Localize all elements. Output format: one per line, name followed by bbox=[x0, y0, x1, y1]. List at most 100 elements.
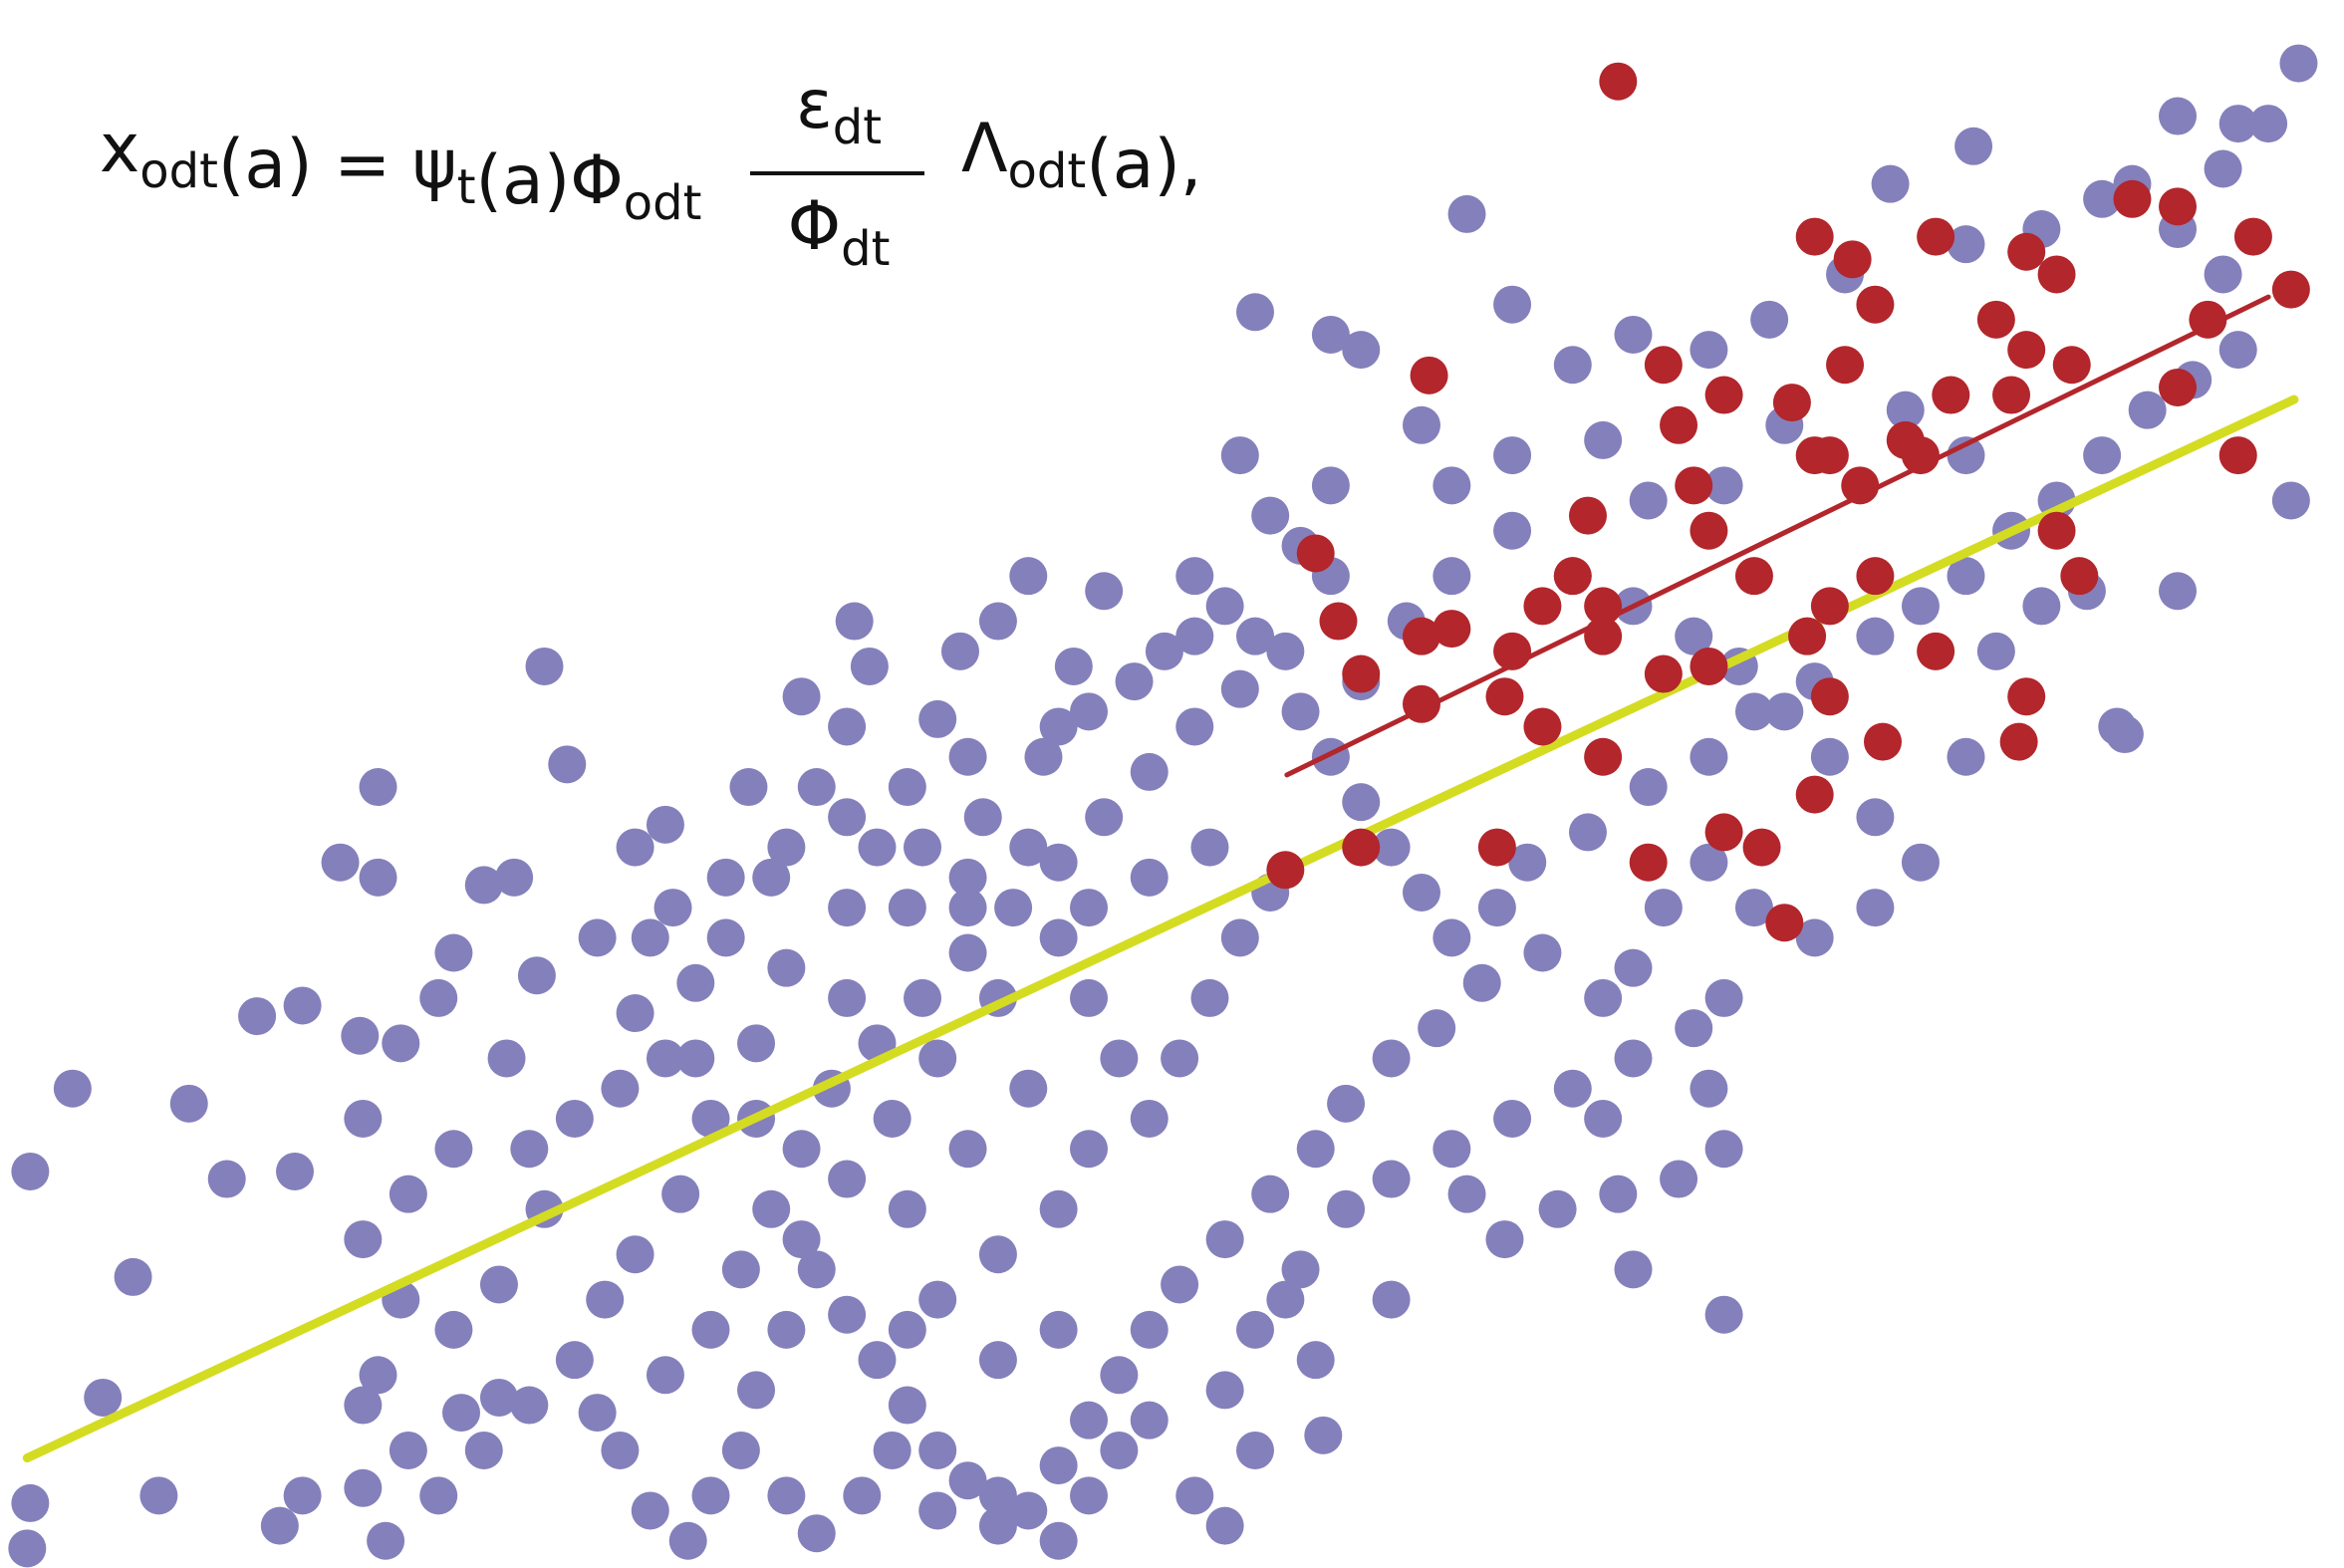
data-point bbox=[1810, 737, 1849, 776]
data-point bbox=[1690, 843, 1728, 882]
data-point bbox=[2271, 481, 2310, 520]
data-point bbox=[828, 1160, 867, 1198]
data-point bbox=[1644, 889, 1683, 927]
data-point bbox=[1130, 1401, 1169, 1439]
data-point bbox=[1477, 828, 1516, 867]
formula-text: (a)Φ bbox=[476, 141, 624, 220]
data-point bbox=[479, 1378, 518, 1417]
data-point bbox=[1235, 617, 1274, 655]
data-point bbox=[888, 1189, 926, 1228]
data-point bbox=[1039, 918, 1078, 957]
data-point bbox=[2279, 44, 2318, 83]
data-point bbox=[260, 1506, 299, 1545]
data-point bbox=[1690, 331, 1728, 370]
data-point bbox=[1704, 1295, 1743, 1334]
data-point bbox=[2204, 255, 2242, 294]
fit-line bbox=[1284, 294, 2271, 778]
data-point bbox=[1009, 1491, 1048, 1530]
data-point bbox=[1644, 654, 1683, 693]
data-point bbox=[1251, 1175, 1290, 1213]
data-point bbox=[601, 1431, 640, 1469]
data-point bbox=[1690, 511, 1728, 550]
data-point bbox=[1856, 285, 1895, 324]
data-point bbox=[419, 1476, 458, 1515]
data-point bbox=[1039, 707, 1078, 746]
data-point bbox=[1220, 918, 1259, 957]
data-point bbox=[661, 1175, 700, 1213]
data-point bbox=[578, 918, 617, 957]
data-point bbox=[1085, 572, 1124, 611]
data-point bbox=[464, 1431, 503, 1469]
data-point bbox=[2007, 232, 2046, 271]
data-point bbox=[1327, 1189, 1366, 1228]
data-point bbox=[1856, 889, 1895, 927]
data-point bbox=[2159, 187, 2198, 226]
data-point bbox=[1675, 1009, 1713, 1048]
data-point bbox=[548, 745, 587, 784]
data-point bbox=[1402, 617, 1440, 655]
data-point bbox=[1100, 1356, 1139, 1395]
data-point bbox=[646, 1356, 684, 1395]
fit-line bbox=[22, 394, 2299, 1463]
formula-left: xodt(a) = ψt(a)Φodt bbox=[100, 110, 701, 231]
data-point bbox=[2249, 105, 2288, 143]
data-point bbox=[1432, 918, 1471, 957]
data-point bbox=[2218, 436, 2257, 475]
data-point bbox=[1788, 617, 1827, 655]
formula-subscript: dt bbox=[833, 100, 882, 155]
formula-text: (a) = ψ bbox=[218, 126, 457, 204]
data-point bbox=[828, 707, 867, 746]
data-point bbox=[1917, 217, 1955, 256]
data-point bbox=[419, 978, 458, 1017]
data-point bbox=[1402, 405, 1440, 444]
data-point bbox=[2189, 300, 2227, 339]
data-point bbox=[1734, 692, 1773, 731]
data-point bbox=[948, 1130, 987, 1169]
data-point bbox=[1205, 1371, 1244, 1410]
data-point bbox=[139, 1476, 178, 1515]
data-point bbox=[1342, 828, 1381, 867]
data-point bbox=[359, 1356, 397, 1395]
data-point bbox=[676, 963, 715, 1002]
data-point bbox=[1402, 684, 1440, 723]
data-point bbox=[1599, 62, 1638, 101]
data-point bbox=[1296, 534, 1335, 573]
data-point bbox=[434, 1130, 473, 1169]
data-point bbox=[1493, 1099, 1532, 1138]
data-point bbox=[653, 889, 692, 927]
data-point bbox=[1432, 466, 1471, 505]
data-point bbox=[382, 1024, 420, 1063]
data-point bbox=[904, 978, 942, 1017]
data-point bbox=[948, 1461, 987, 1500]
data-point bbox=[1795, 918, 1834, 957]
data-point bbox=[1765, 692, 1804, 731]
data-point bbox=[1568, 496, 1607, 535]
data-point bbox=[1372, 1039, 1411, 1078]
data-point bbox=[442, 1394, 481, 1433]
data-point bbox=[1304, 1416, 1343, 1454]
data-point bbox=[1432, 557, 1471, 596]
data-point bbox=[835, 602, 874, 641]
data-point bbox=[1568, 813, 1607, 852]
data-point bbox=[888, 889, 926, 927]
formula-text: ε bbox=[796, 66, 833, 144]
data-point bbox=[1584, 978, 1623, 1017]
data-point bbox=[752, 1189, 791, 1228]
data-point bbox=[1690, 1069, 1728, 1108]
data-point bbox=[1175, 617, 1214, 655]
data-point bbox=[1418, 1009, 1456, 1048]
data-point bbox=[737, 1371, 776, 1410]
data-point bbox=[1660, 405, 1698, 444]
data-point bbox=[918, 1431, 957, 1469]
data-point bbox=[1704, 376, 1743, 414]
data-point bbox=[978, 1476, 1017, 1515]
data-point bbox=[1901, 587, 1940, 626]
data-point bbox=[978, 1341, 1017, 1380]
data-point bbox=[1342, 783, 1381, 822]
data-point bbox=[1508, 843, 1547, 882]
formula-text: (a), bbox=[1086, 126, 1201, 204]
data-point bbox=[1281, 692, 1320, 731]
data-point bbox=[1372, 1280, 1411, 1319]
data-point bbox=[1100, 1039, 1139, 1078]
